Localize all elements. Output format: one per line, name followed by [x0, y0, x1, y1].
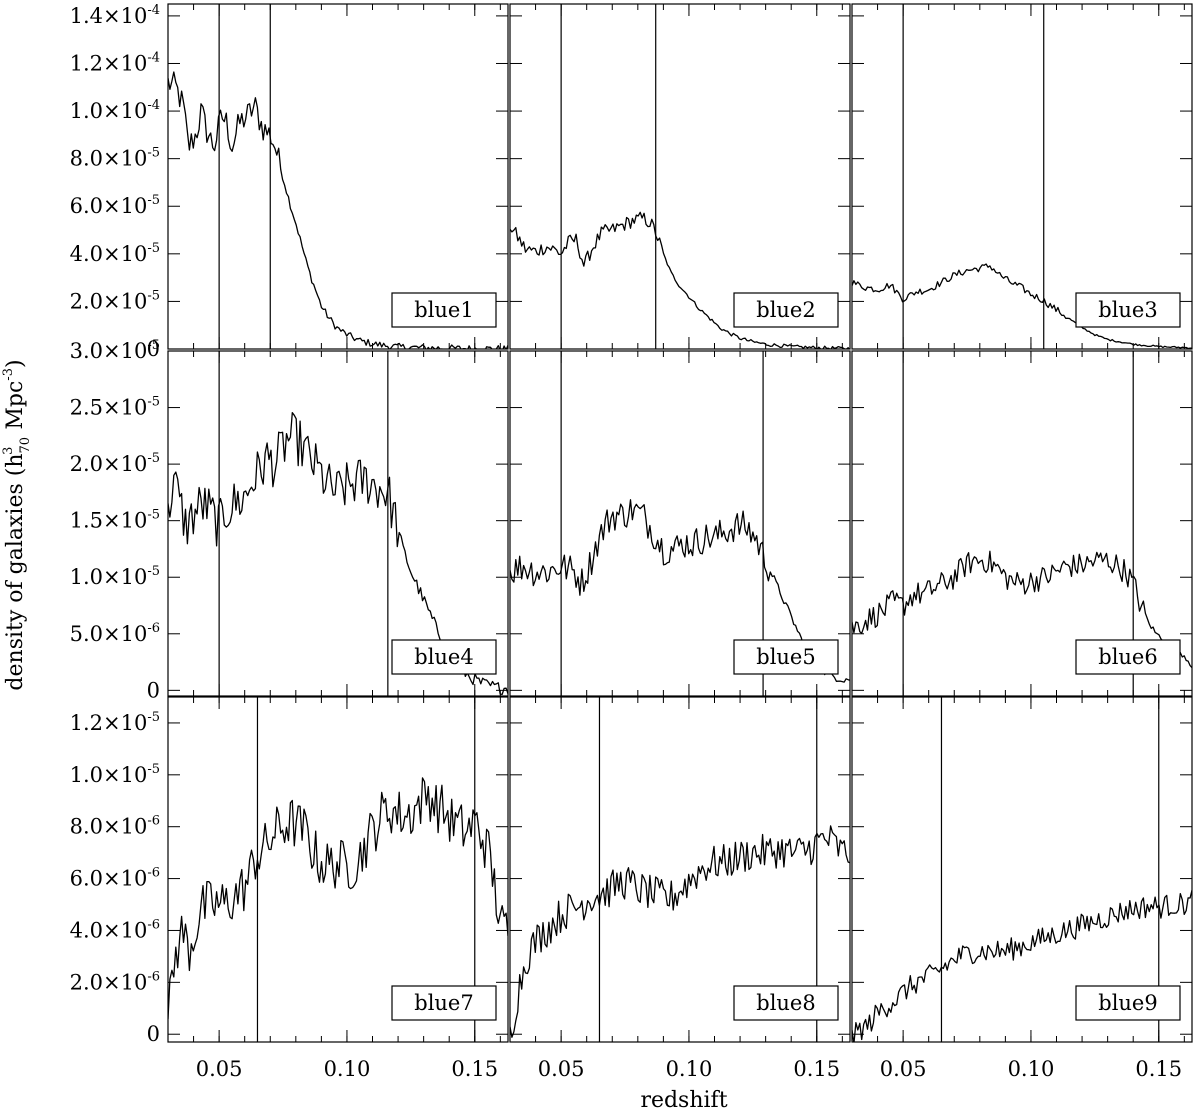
panel-blue3: blue3 — [851, 3, 1193, 350]
y-tick-label: 6.0×10-5 — [70, 193, 160, 218]
y-tick-label: 0 — [147, 678, 160, 702]
y-tick-label: 1.2×10-4 — [70, 50, 160, 75]
panel-frame — [167, 350, 509, 697]
panel-frame — [509, 350, 851, 697]
panel-frame — [509, 696, 851, 1043]
series-line-blue9 — [852, 889, 1192, 1042]
panel-label: blue1 — [414, 298, 473, 322]
panel-label-box — [733, 985, 839, 1021]
y-tick-label: 2.0×10-5 — [70, 451, 160, 476]
y-tick-label: 5.0×10-6 — [70, 621, 160, 646]
y-tick-label: 1.0×10-5 — [70, 564, 160, 589]
series-line-blue2 — [510, 211, 850, 349]
panel-blue7: blue7 — [167, 696, 509, 1043]
x-tick-label: 0.10 — [1008, 1057, 1055, 1081]
panel-label: blue5 — [756, 645, 815, 669]
series-line-blue3 — [852, 263, 1192, 349]
x-axis-title: redshift — [640, 1088, 727, 1113]
panel-label: blue2 — [756, 298, 815, 322]
y-axis-title-sub: 70 — [18, 437, 33, 454]
y-axis-title-end: ) — [3, 359, 28, 368]
y-tick-labels: 0 2.0×10-5 4.0×10-5 6.0×10-5 8.0×10-5 1.0×10-… — [70, 3, 160, 1046]
panel-blue6: blue6 — [851, 350, 1193, 697]
panel-label: blue4 — [414, 645, 473, 669]
panel-frame — [167, 3, 509, 350]
panel-blue4: blue4 — [167, 350, 509, 697]
panel-label: blue9 — [1098, 991, 1157, 1015]
y-tick-label: 2.5×10-5 — [70, 395, 160, 420]
panel-blue8: blue8 — [509, 696, 851, 1043]
x-tick-labels: 0.05 0.10 0.15 0.05 0.10 0.15 0.05 0.10 0.15 — [196, 1057, 1182, 1081]
panel-label: blue6 — [1098, 645, 1157, 669]
panel-blue5: blue5 — [509, 350, 851, 697]
y-tick-label: 2.0×10-5 — [70, 288, 160, 313]
panel-frame — [167, 696, 509, 1043]
panel-label-box — [391, 292, 497, 328]
x-tick-label: 0.05 — [196, 1057, 243, 1081]
x-tick-label: 0.05 — [538, 1057, 585, 1081]
y-tick-label: 8.0×10-6 — [70, 814, 160, 839]
y-axis-title-sup: 3 — [1, 447, 16, 455]
series-line-blue7 — [168, 777, 508, 1020]
series-line-blue5 — [510, 499, 850, 683]
panel-label-box — [733, 639, 839, 675]
panel-label: blue8 — [756, 991, 815, 1015]
panel-label-box — [1075, 985, 1181, 1021]
panel-blue2: blue2 — [509, 3, 851, 350]
y-tick-label: 0 — [147, 337, 160, 361]
series-line-blue1 — [168, 71, 508, 349]
y-tick-label: 1.4×10-4 — [70, 3, 160, 28]
y-tick-label: 4.0×10-5 — [70, 241, 160, 266]
panel-label: blue3 — [1098, 298, 1157, 322]
y-axis-title: density of galaxies (h703 Mpc-3) — [1, 359, 33, 690]
series-line-blue6 — [852, 550, 1192, 669]
panel-label-box — [391, 639, 497, 675]
panel-frame — [851, 350, 1193, 697]
y-tick-label: 0 — [147, 1022, 160, 1046]
panel-frame — [851, 3, 1193, 350]
panel-grid: blue1 blue2 blue3 blue4 blue5 blue6 blue7 blue8… — [167, 3, 1193, 1043]
y-axis-title-mid: Mpc — [3, 381, 28, 437]
panel-label: blue7 — [414, 991, 473, 1015]
y-axis-title-sup2: -3 — [1, 368, 16, 381]
x-tick-label: 0.05 — [880, 1057, 927, 1081]
x-tick-label: 0.10 — [666, 1057, 713, 1081]
x-tick-label: 0.15 — [451, 1057, 498, 1081]
x-tick-label: 0.15 — [1135, 1057, 1182, 1081]
x-tick-label: 0.15 — [793, 1057, 840, 1081]
x-tick-label: 0.10 — [324, 1057, 371, 1081]
series-line-blue8 — [510, 825, 850, 1038]
y-tick-label: 1.0×10-5 — [70, 762, 160, 787]
y-tick-label: 6.0×10-6 — [70, 866, 160, 891]
y-tick-label: 4.0×10-6 — [70, 917, 160, 942]
y-tick-label: 2.0×10-6 — [70, 969, 160, 994]
y-tick-label: 3.0×10-5 — [70, 338, 160, 363]
y-tick-label: 1.2×10-5 — [70, 710, 160, 735]
panel-label-box — [1075, 639, 1181, 675]
panel-frame — [851, 696, 1193, 1043]
panel-label-box — [1075, 292, 1181, 328]
y-tick-label: 8.0×10-5 — [70, 146, 160, 171]
panel-frame — [509, 3, 851, 350]
y-tick-label: 1.5×10-5 — [70, 508, 160, 533]
y-tick-label: 1.0×10-4 — [70, 98, 160, 123]
panel-label-box — [391, 985, 497, 1021]
panel-blue9: blue9 — [851, 696, 1193, 1043]
y-axis-title-start: density of galaxies (h — [3, 453, 28, 690]
panel-blue1: blue1 — [167, 3, 509, 350]
panel-label-box — [733, 292, 839, 328]
